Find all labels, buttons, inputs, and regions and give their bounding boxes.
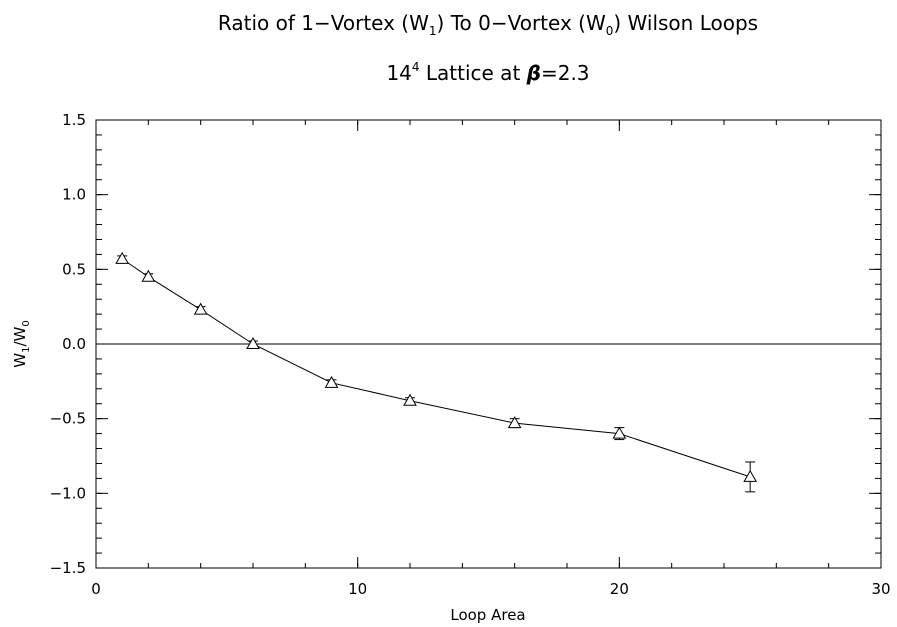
y-axis-label-part: W [11,353,29,368]
y-axis-label-part: /W [11,326,29,346]
chart-subtitle-beta: β [526,61,541,85]
x-tick-label: 10 [348,580,367,598]
chart-subtitle-superscript: 4 [412,60,420,74]
data-point-triangle [743,469,758,482]
y-tick-label: −1.5 [50,559,86,577]
chart-title-part: ) Wilson Loops [613,11,758,35]
plot-area: 0 10 20 30 −1.5 −1.0 −0.5 0.0 0.5 1.0 1.5 [50,111,891,598]
y-tick-label: 0.0 [62,335,86,353]
x-tick-label: 20 [610,580,629,598]
y-tick-label: 1.0 [62,186,86,204]
data-point-triangle [246,336,260,349]
chart-subtitle-part: 14 [386,61,411,85]
chart-title-subscript: 1 [429,24,437,38]
y-tick-label: 1.5 [62,111,86,129]
y-tick-label: −1.0 [50,484,86,502]
series-line [121,258,751,478]
data-point-triangle [115,251,130,264]
chart-title-part: Ratio of 1−Vortex (W [218,11,429,35]
y-axis-label-subscript: 0 [21,320,32,326]
chart-subtitle-part: =2.3 [541,61,590,85]
x-tick-label: 0 [91,580,101,598]
data-point-triangle [324,375,339,388]
chart-subtitle: 144 Lattice at β=2.3 [386,60,589,85]
data-point-triangle [612,426,627,439]
data-point-triangle [507,416,522,429]
data-point-triangle [193,302,208,315]
chart-title: Ratio of 1−Vortex (W1) To 0−Vortex (W0) … [218,11,758,38]
y-tick-label: −0.5 [50,410,86,428]
x-axis-label: Loop Area [450,606,525,624]
data-point-triangle [403,393,417,406]
chart-subtitle-part: Lattice at [420,61,527,85]
chart-title-part: ) To 0−Vortex (W [437,11,606,35]
y-axis-label: W1/W0 [11,320,32,367]
x-tick-label: 30 [871,580,890,598]
y-axis-label-subscript: 1 [21,347,32,353]
data-point-triangle [141,269,156,282]
y-tick-label: 0.5 [62,260,86,278]
chart-title-subscript: 0 [606,24,614,38]
